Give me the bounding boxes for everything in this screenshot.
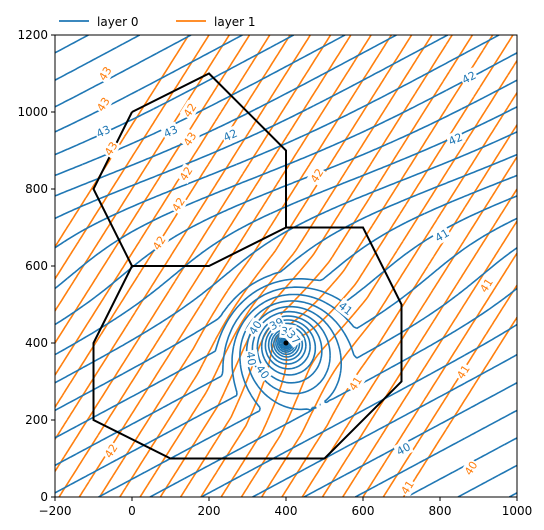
- contour-label: 40: [246, 318, 264, 337]
- contour-label-bg: [397, 476, 418, 497]
- x-tick-label: 600: [352, 504, 375, 518]
- contour-label-bg: [160, 121, 181, 141]
- y-tick-label: 400: [25, 336, 48, 350]
- contour-label-bg: [476, 274, 497, 296]
- contour-label: 40: [243, 350, 258, 366]
- layer-0-contour-line: [55, 217, 517, 494]
- contour-label: 43: [102, 139, 120, 158]
- contour-label-bg: [179, 99, 200, 121]
- y-tick-label: 0: [40, 490, 48, 504]
- layer-0-contour-line: [55, 35, 397, 197]
- y-tick-label: 1200: [17, 28, 48, 42]
- contour-label: 40: [462, 459, 480, 478]
- contour-label-bg: [452, 361, 474, 383]
- y-tick-label: 600: [25, 259, 48, 273]
- y-tick-label: 200: [25, 413, 48, 427]
- legend-label-layer-1: layer 1: [214, 15, 256, 29]
- layer-0-contour-line: [252, 315, 517, 497]
- layer-0-contour-line: [55, 106, 517, 356]
- layer-1-contour-line: [55, 35, 332, 472]
- layer-0-contour-line: [55, 35, 141, 81]
- boundary-outline: [92, 72, 403, 460]
- layer-1-contour-line: [362, 252, 517, 497]
- legend-label-layer-0: layer 0: [97, 15, 139, 29]
- contour-label-bg: [243, 349, 260, 368]
- contour-label-bg: [283, 326, 305, 348]
- contour-label: 41: [346, 374, 364, 393]
- contour-label: 42: [177, 164, 195, 183]
- contour-label: 43: [162, 123, 180, 141]
- contour-label-bg: [92, 121, 114, 141]
- contour-label: 42: [181, 101, 199, 120]
- x-tick-label: 400: [275, 504, 298, 518]
- contour-label-bg: [458, 67, 480, 88]
- contour-label-bg: [175, 163, 197, 185]
- contour-label-bg: [252, 361, 274, 383]
- x-axis: −200 0 200 400 600 800 1000: [39, 497, 533, 518]
- layer-0-contour-line: [55, 35, 192, 108]
- contour-label: 42: [169, 195, 187, 214]
- boundary-inner-line: [132, 226, 287, 267]
- contour-label: 41: [477, 276, 495, 295]
- contour-label: 41: [454, 363, 472, 382]
- contour-label-bg: [335, 297, 357, 319]
- layer-0-contour-line: [98, 247, 517, 497]
- contour-label-bg: [345, 372, 366, 394]
- contour-label: 43: [181, 130, 199, 149]
- contour-label-bg: [100, 440, 122, 462]
- legend: layer 0 layer 1: [59, 15, 256, 29]
- contour-label: 42: [150, 234, 168, 253]
- contour-label: 42: [102, 442, 120, 461]
- layer-0-contour-line: [55, 131, 517, 384]
- contour-label: 42: [221, 127, 239, 145]
- y-axis: 0 200 400 600 800 1000 1200: [17, 28, 55, 504]
- x-tick-label: 1000: [502, 504, 533, 518]
- layer-0-contour-line: [55, 195, 517, 467]
- y-tick-label: 1000: [17, 105, 48, 119]
- contour-label: 42: [460, 69, 478, 87]
- contour-label-bg: [92, 93, 114, 115]
- contour-label-bg: [460, 457, 481, 479]
- layer-0-contour-line: [55, 153, 517, 412]
- contour-label: 43: [96, 64, 114, 83]
- contour-label: 43: [94, 123, 112, 141]
- y-tick-label: 800: [25, 182, 48, 196]
- x-tick-label: 200: [198, 504, 221, 518]
- x-tick-label: 800: [429, 504, 452, 518]
- contour-label-bg: [393, 438, 414, 459]
- well-marker: [283, 340, 289, 346]
- contour-label: 41: [433, 226, 452, 244]
- contour-label-bg: [168, 193, 189, 215]
- contour-label-bg: [219, 125, 241, 145]
- x-tick-label: −200: [39, 504, 72, 518]
- contour-label: 42: [447, 131, 465, 149]
- contour-label-bg: [148, 232, 170, 254]
- x-tick-label: 0: [128, 504, 136, 518]
- contour-label-bg: [431, 225, 453, 246]
- contour-label-bg: [245, 317, 266, 339]
- contour-label-bg: [100, 138, 122, 160]
- contour-label: 41: [398, 478, 416, 497]
- contour-label-bg: [94, 62, 116, 85]
- model-boundary: [92, 72, 403, 460]
- layer-0-contours: [55, 35, 517, 497]
- contour-label-bg: [179, 128, 200, 150]
- layer-0-contour-line: [55, 35, 243, 133]
- layer-1-contour-line: [139, 35, 433, 497]
- contour-label: 42: [308, 166, 326, 185]
- layer-0-contour-line: [55, 35, 89, 54]
- contour-label: 43: [94, 95, 112, 114]
- contour-label-bg: [306, 165, 327, 187]
- layer-0-contour-line: [55, 174, 517, 439]
- contour-label-bg: [445, 129, 466, 149]
- contour-label: 40: [394, 440, 412, 458]
